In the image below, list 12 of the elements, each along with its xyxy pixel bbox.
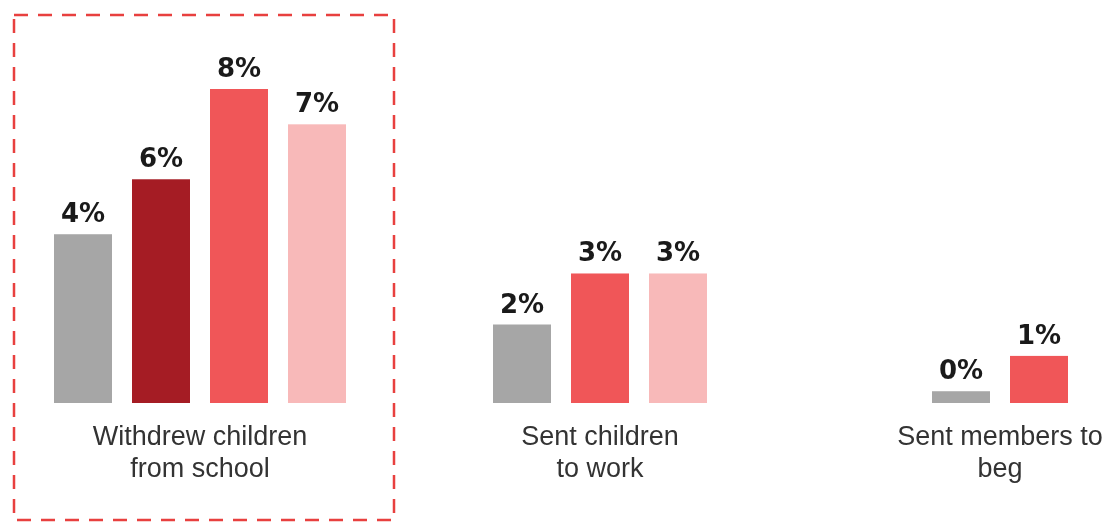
data-label: 2% xyxy=(499,288,545,319)
data-label: 6% xyxy=(138,143,184,174)
data-label: 7% xyxy=(294,88,340,119)
x-tick-label: Sent children to work xyxy=(521,421,679,483)
data-label: 8% xyxy=(216,53,262,83)
x-tick-label: Withdrew children from school xyxy=(92,421,308,483)
x-tick-label: Sent members to beg xyxy=(897,421,1103,483)
data-label: 1% xyxy=(1016,319,1062,350)
data-label: 3% xyxy=(577,237,623,268)
data-label: 4% xyxy=(60,198,106,229)
data-label: 3% xyxy=(655,237,701,268)
data-label: 0% xyxy=(938,355,984,386)
